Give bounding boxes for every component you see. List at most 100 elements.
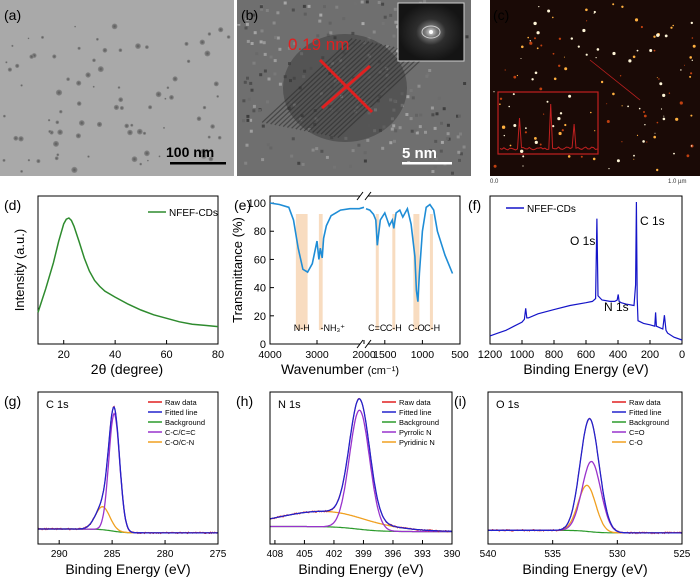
nanoparticle — [208, 156, 214, 162]
afm-axis-end: 1.0 µm — [668, 179, 686, 185]
texture-speck — [252, 104, 256, 108]
nanoparticle — [7, 67, 12, 72]
texture-speck — [433, 154, 437, 158]
scale-bar-b — [402, 162, 452, 165]
texture-speck — [406, 95, 410, 99]
afm-spot — [564, 123, 567, 127]
nanoparticle — [92, 85, 95, 88]
texture-speck — [237, 21, 241, 24]
fft-center-spot — [429, 30, 433, 34]
y-axis-title-e: Transmittance (%) — [230, 217, 245, 323]
texture-speck — [419, 113, 423, 117]
texture-speck — [273, 72, 277, 76]
nanoparticle — [118, 97, 124, 103]
texture-speck — [409, 117, 413, 121]
series-line-d — [37, 217, 219, 328]
texture-speck — [389, 141, 393, 145]
afm-spot — [621, 141, 623, 143]
texture-speck — [252, 61, 256, 65]
lattice-marker-cross — [321, 64, 371, 110]
nanoparticle — [199, 39, 205, 45]
texture-speck — [303, 12, 307, 16]
panel-label-b: (b) — [241, 7, 258, 23]
band-label: C-H — [386, 323, 402, 333]
afm-spot — [509, 144, 512, 147]
fitted-line-curve — [269, 398, 452, 532]
afm-spot — [628, 59, 632, 63]
texture-speck — [253, 31, 257, 35]
texture-speck — [263, 52, 267, 56]
x-tick-label: 40 — [109, 349, 121, 361]
nanoparticle — [147, 159, 149, 162]
texture-speck — [249, 129, 253, 133]
texture-speck — [291, 137, 295, 141]
afm-spot — [527, 36, 529, 39]
legend-label: Pyridinic N — [399, 438, 435, 447]
texture-speck — [417, 84, 421, 88]
afm-axis-strip — [490, 176, 700, 184]
afm-spot — [691, 37, 694, 39]
texture-speck — [393, 7, 397, 11]
afm-spot — [524, 131, 528, 134]
afm-spot — [633, 158, 635, 160]
texture-speck — [365, 0, 369, 4]
x-tick-label: 405 — [296, 549, 313, 560]
texture-speck — [259, 40, 263, 44]
afm-spot — [563, 56, 565, 58]
x-tick-label: 535 — [544, 549, 561, 560]
nanoparticle — [92, 58, 96, 63]
lattice-fringe — [282, 42, 374, 128]
afm-spot — [690, 72, 693, 75]
nanoparticle — [119, 106, 124, 110]
nanoparticle — [200, 148, 207, 155]
legend-label: Raw data — [399, 398, 432, 407]
afm-spot — [512, 93, 515, 96]
afm-spot — [690, 21, 693, 25]
texture-speck — [372, 30, 376, 34]
x-axis-title-d: 2θ (degree) — [91, 361, 163, 377]
nanoparticle — [148, 105, 153, 110]
nanoparticle — [56, 153, 60, 157]
texture-speck — [425, 74, 429, 78]
afm-spot — [557, 117, 561, 121]
afm-spot — [670, 26, 673, 29]
texture-speck — [457, 114, 461, 118]
nanoparticle — [52, 54, 57, 59]
afm-spot — [558, 37, 562, 40]
texture-speck — [381, 2, 385, 6]
nanoparticle — [127, 129, 133, 136]
legend-label: Raw data — [165, 398, 198, 407]
texture-speck — [440, 121, 443, 125]
x-tick-label: 1000 — [411, 349, 435, 361]
panel-c: (c) 0.0 1.0 µm — [490, 0, 700, 185]
texture-speck — [456, 135, 460, 139]
afm-spot — [522, 155, 525, 158]
afm-spot — [585, 8, 588, 12]
afm-spot — [539, 87, 543, 91]
texture-speck — [283, 1, 287, 5]
afm-spot — [501, 125, 506, 129]
afm-spot — [608, 168, 610, 170]
fft-ring — [421, 25, 441, 39]
texture-speck — [246, 114, 250, 118]
texture-speck — [269, 146, 273, 150]
texture-speck — [262, 41, 266, 45]
texture-speck — [252, 13, 256, 17]
panel-label-f: (f) — [468, 197, 481, 213]
peak-label-c1s: C 1s — [640, 214, 665, 228]
absorption-band — [295, 214, 308, 330]
x-tick-label: 3000 — [305, 349, 329, 361]
texture-speck — [410, 129, 414, 133]
lattice-fringe — [333, 52, 425, 138]
lattice-fringe — [265, 38, 357, 124]
texture-speck — [392, 34, 396, 38]
legend-label: C-O — [629, 438, 643, 447]
texture-speck — [250, 42, 254, 45]
panel-label-a: (a) — [4, 7, 21, 23]
afm-spot — [649, 49, 653, 52]
absorption-band — [375, 214, 379, 330]
nanoparticle — [53, 140, 59, 147]
x-tick-label: 540 — [480, 549, 497, 560]
legend-label: Background — [399, 418, 439, 427]
